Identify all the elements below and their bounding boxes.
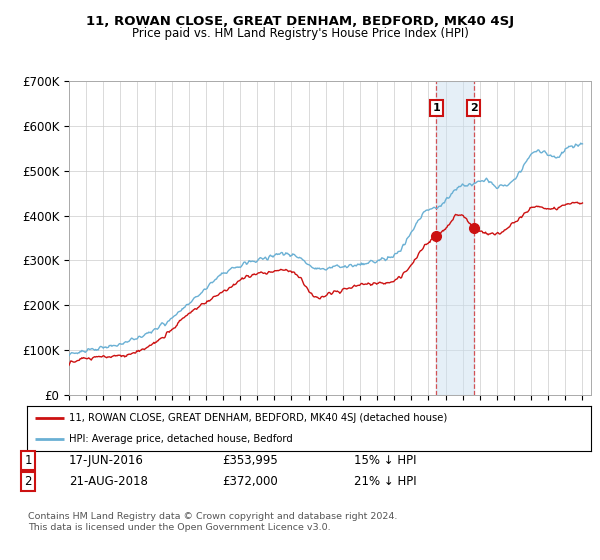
Text: Price paid vs. HM Land Registry's House Price Index (HPI): Price paid vs. HM Land Registry's House … bbox=[131, 27, 469, 40]
Text: 2: 2 bbox=[25, 475, 32, 488]
Text: 21% ↓ HPI: 21% ↓ HPI bbox=[354, 475, 416, 488]
Text: 11, ROWAN CLOSE, GREAT DENHAM, BEDFORD, MK40 4SJ: 11, ROWAN CLOSE, GREAT DENHAM, BEDFORD, … bbox=[86, 15, 514, 27]
Text: £372,000: £372,000 bbox=[222, 475, 278, 488]
Text: HPI: Average price, detached house, Bedford: HPI: Average price, detached house, Bedf… bbox=[70, 433, 293, 444]
Text: £353,995: £353,995 bbox=[222, 454, 278, 467]
Text: 11, ROWAN CLOSE, GREAT DENHAM, BEDFORD, MK40 4SJ (detached house): 11, ROWAN CLOSE, GREAT DENHAM, BEDFORD, … bbox=[70, 413, 448, 423]
Text: 15% ↓ HPI: 15% ↓ HPI bbox=[354, 454, 416, 467]
Text: 17-JUN-2016: 17-JUN-2016 bbox=[69, 454, 144, 467]
Text: 1: 1 bbox=[433, 103, 440, 113]
Bar bbox=[436, 81, 473, 395]
Text: 2: 2 bbox=[470, 103, 478, 113]
Text: 21-AUG-2018: 21-AUG-2018 bbox=[69, 475, 148, 488]
Text: Contains HM Land Registry data © Crown copyright and database right 2024.
This d: Contains HM Land Registry data © Crown c… bbox=[28, 512, 398, 532]
Text: 1: 1 bbox=[25, 454, 32, 467]
